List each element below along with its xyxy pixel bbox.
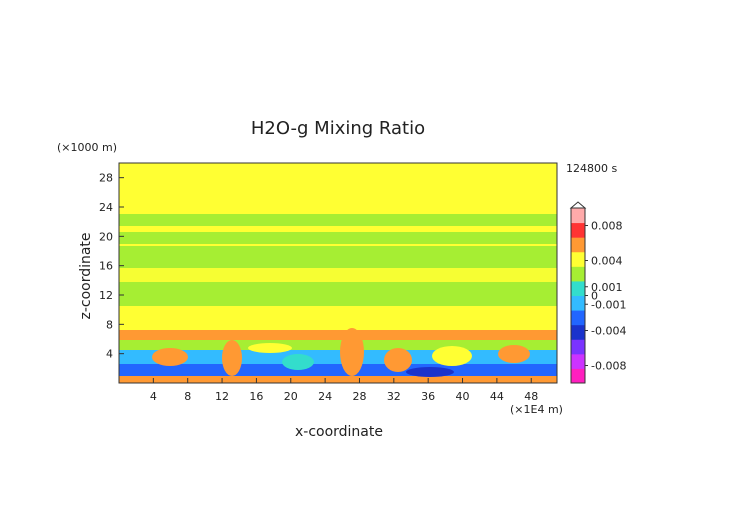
x-tick-label: 4	[150, 390, 157, 403]
y-tick-label: 8	[106, 318, 113, 331]
colorbar-block	[571, 237, 585, 253]
colorbar-tick-label: 0	[591, 290, 598, 303]
x-tick-label: 16	[249, 390, 263, 403]
turbulent-eddies	[152, 328, 530, 377]
y-axis-label: z-coordinate	[78, 232, 94, 319]
plot-area	[118, 162, 558, 384]
colorbar-tick-label: 0.004	[591, 255, 623, 268]
colorbar-block	[571, 251, 585, 267]
x-tick-label: 40	[456, 390, 470, 403]
y-tick-label: 16	[99, 260, 113, 273]
x-axis-ticks: 4 8 12 16 20 24 28 32 36 40 44 48	[150, 378, 538, 403]
colorbar-block	[571, 222, 585, 238]
x-tick-label: 24	[318, 390, 332, 403]
x-tick-label: 8	[184, 390, 191, 403]
y-tick-label: 12	[99, 289, 113, 302]
x-tick-label: 12	[215, 390, 229, 403]
x-tick-label: 28	[352, 390, 366, 403]
colorbar-block	[571, 280, 585, 296]
colorbar-tick-label: -0.004	[591, 325, 626, 338]
x-tick-label: 32	[387, 390, 401, 403]
field-band-yellow-mid	[119, 226, 557, 232]
colorbar-block	[571, 310, 585, 326]
colorbar-tick-label: 0.001	[591, 281, 623, 294]
field-band-yellow-gap	[119, 268, 557, 282]
time-label: 124800 s	[566, 162, 617, 175]
colorbar-block	[571, 208, 585, 224]
x-tick-label: 20	[284, 390, 298, 403]
colorbar-top-arrow	[569, 201, 587, 209]
chart-title: H2O-g Mixing Ratio	[251, 118, 425, 139]
field-surface	[119, 376, 557, 383]
x-tick-label: 44	[490, 390, 504, 403]
colorbar-tick-label: -0.008	[591, 360, 626, 373]
x-axis-label: x-coordinate	[295, 424, 383, 440]
y-tick-label: 4	[106, 348, 113, 361]
colorbar-block	[571, 353, 585, 369]
field-bl-blue	[119, 364, 557, 376]
colorbar-blocks	[571, 208, 585, 384]
y-tick-label: 28	[99, 172, 113, 185]
y-axis-ticks: 4 8 12 16 20 24 28	[99, 172, 124, 361]
y-unit-label: (×1000 m)	[57, 141, 117, 154]
x-tick-label: 36	[421, 390, 435, 403]
x-unit-label: (×1E4 m)	[510, 403, 563, 416]
colorbar-block	[571, 266, 585, 282]
colorbar-block	[571, 324, 585, 340]
y-tick-label: 20	[99, 230, 113, 243]
colorbar-block	[571, 339, 585, 355]
colorbar-tick-label: 0.008	[591, 220, 623, 233]
colorbar-block	[571, 368, 585, 384]
colorbar-block	[571, 295, 585, 311]
plot-frame	[118, 162, 558, 384]
x-tick-label: 48	[524, 390, 538, 403]
colorbar-tick-label: -0.001	[591, 298, 626, 311]
y-tick-label: 24	[99, 201, 113, 214]
